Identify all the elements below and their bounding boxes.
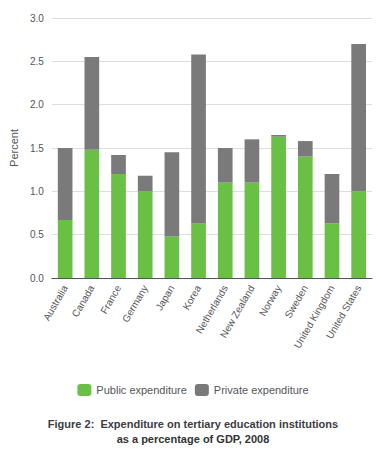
- svg-text:United Kingdom: United Kingdom: [292, 283, 337, 350]
- svg-text:Public expenditure: Public expenditure: [96, 384, 187, 396]
- svg-text:1.5: 1.5: [30, 143, 44, 154]
- svg-text:2.5: 2.5: [30, 56, 44, 67]
- svg-text:1.0: 1.0: [30, 186, 44, 197]
- svg-text:Figure 2: Expenditure on tert: Figure 2: Expenditure on tertiary educat…: [48, 418, 338, 430]
- svg-text:Canada: Canada: [70, 283, 97, 319]
- svg-text:as a percentage of GDP, 2008: as a percentage of GDP, 2008: [117, 433, 270, 445]
- svg-text:3.0: 3.0: [30, 13, 44, 24]
- svg-text:Australia: Australia: [41, 283, 70, 323]
- svg-text:United States: United States: [324, 283, 364, 340]
- svg-text:Norway: Norway: [257, 283, 283, 318]
- svg-text:New Zealand: New Zealand: [218, 283, 257, 339]
- svg-text:0.5: 0.5: [30, 229, 44, 240]
- svg-text:Netherlands: Netherlands: [193, 283, 230, 336]
- svg-text:Germany: Germany: [120, 283, 150, 324]
- svg-text:France: France: [98, 283, 123, 316]
- svg-text:Sweden: Sweden: [282, 283, 310, 320]
- svg-text:Korea: Korea: [180, 283, 203, 312]
- svg-text:Percent: Percent: [8, 129, 20, 167]
- svg-text:2.0: 2.0: [30, 99, 44, 110]
- svg-text:0.0: 0.0: [30, 273, 44, 284]
- svg-text:Private expenditure: Private expenditure: [214, 384, 309, 396]
- svg-text:Japan: Japan: [154, 283, 177, 312]
